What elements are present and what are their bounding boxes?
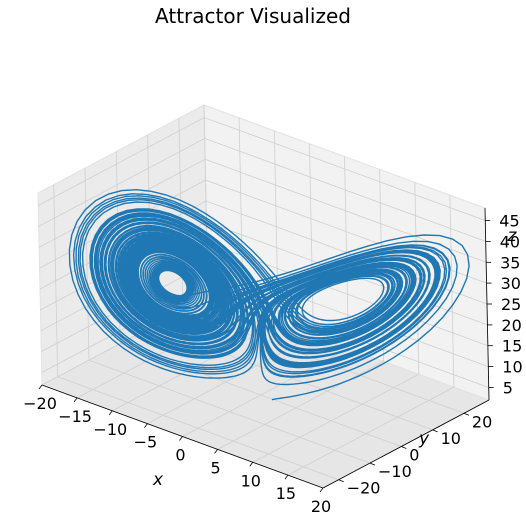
y-tick-label: 0 xyxy=(409,446,419,465)
x-tick-label: 10 xyxy=(241,471,261,490)
x-tick-mark xyxy=(39,385,42,389)
y-tick-mark xyxy=(433,430,438,432)
y-tick-label: 10 xyxy=(441,429,461,448)
z-tick-label: 25 xyxy=(501,295,521,314)
y-axis-label: y xyxy=(418,429,430,449)
x-tick-mark xyxy=(285,475,288,479)
z-tick-label: 5 xyxy=(503,379,513,398)
chart-title: Attractor Visualized xyxy=(155,4,351,28)
z-tick-label: 10 xyxy=(502,358,522,377)
x-tick-label: 0 xyxy=(175,446,185,465)
x-tick-label: −5 xyxy=(134,433,158,452)
y-tick-mark xyxy=(370,463,375,465)
x-tick-mark xyxy=(74,398,77,402)
x-tick-mark xyxy=(180,437,183,441)
z-tick-label: 35 xyxy=(500,253,520,272)
y-tick-mark xyxy=(339,480,344,482)
x-tick-label: 5 xyxy=(211,458,221,477)
y-tick-mark xyxy=(464,413,469,415)
x-tick-mark xyxy=(144,424,147,428)
x-tick-mark xyxy=(250,462,253,466)
y-tick-mark xyxy=(401,447,406,449)
x-tick-mark xyxy=(215,449,218,453)
x-tick-mark xyxy=(109,411,112,415)
z-axis-label: z xyxy=(507,226,518,246)
x-tick-mark xyxy=(320,488,323,492)
x-tick-label: 20 xyxy=(311,497,331,516)
z-tick-label: 20 xyxy=(501,316,521,335)
x-tick-label: −15 xyxy=(58,407,92,426)
z-tick-label: 30 xyxy=(501,274,521,293)
y-tick-label: 20 xyxy=(472,412,492,431)
x-tick-label: 15 xyxy=(276,484,296,503)
z-tick-label: 15 xyxy=(502,337,522,356)
y-tick-label: −10 xyxy=(378,462,412,481)
x-axis-label: x xyxy=(152,470,164,490)
x-tick-label: −20 xyxy=(23,394,57,413)
y-tick-label: −20 xyxy=(347,479,381,498)
x-tick-label: −10 xyxy=(93,420,127,439)
